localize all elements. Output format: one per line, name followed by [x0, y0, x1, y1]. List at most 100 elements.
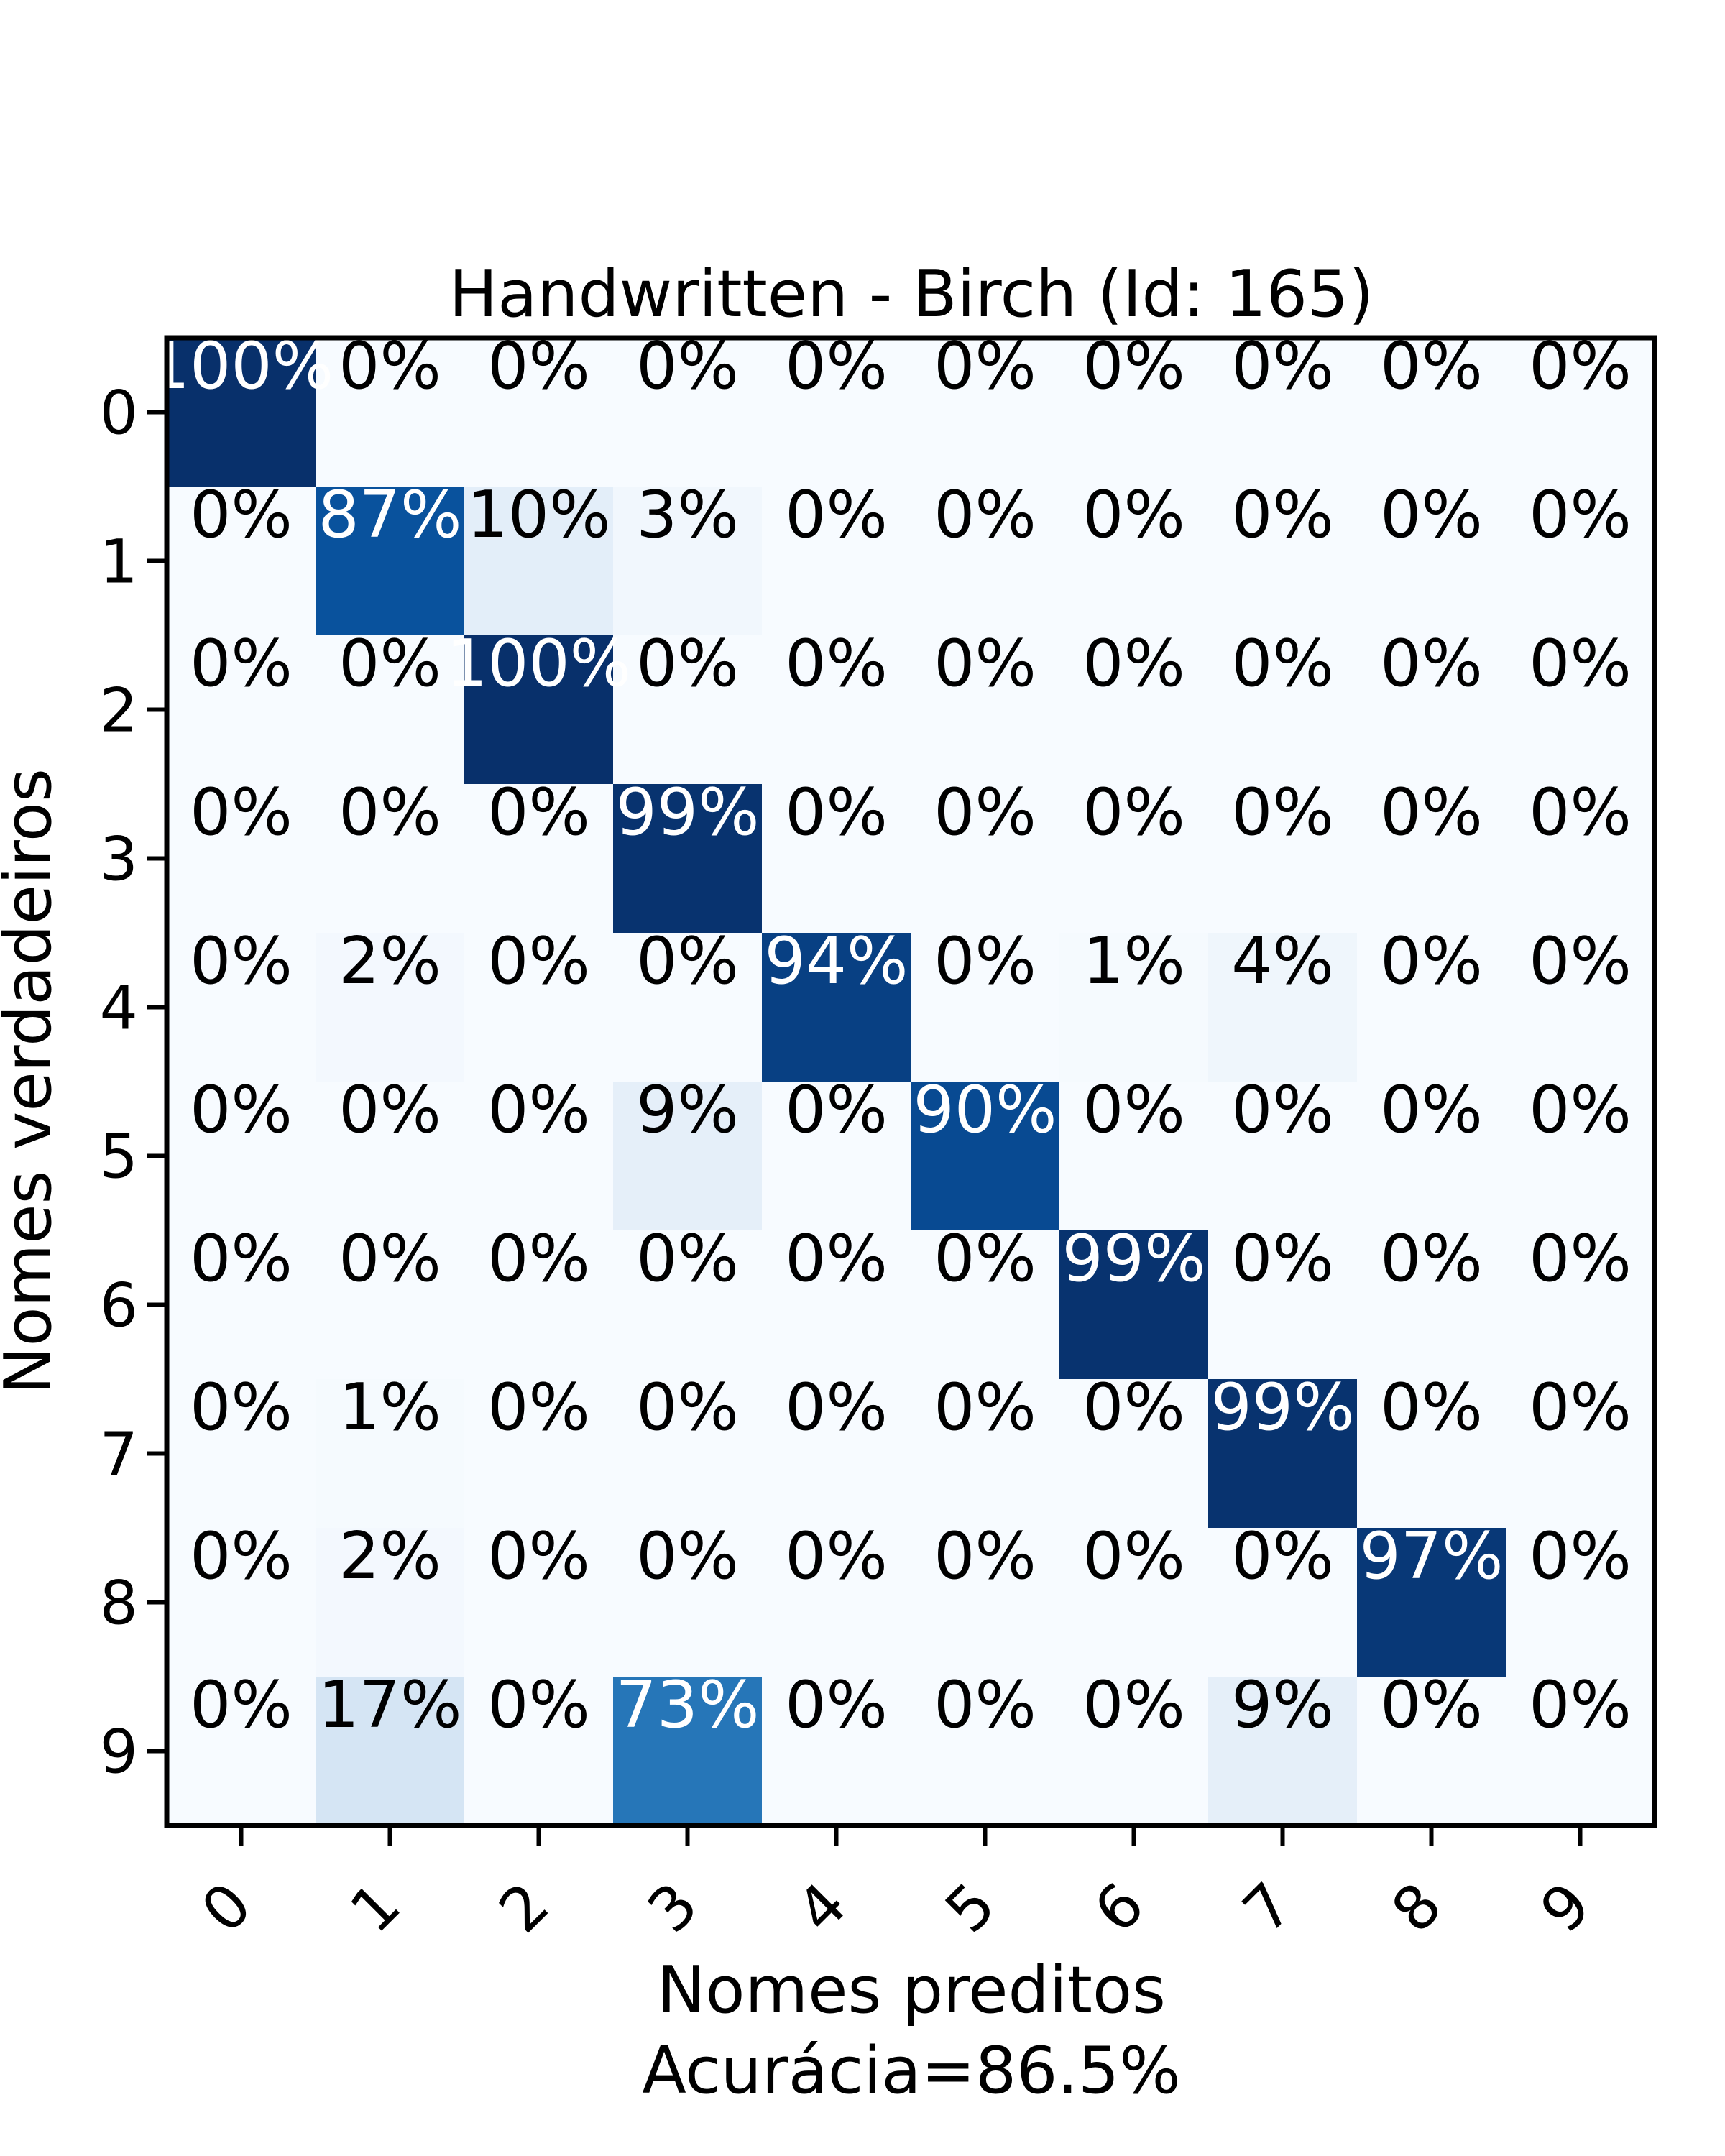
heatmap-cell: [464, 784, 614, 934]
heatmap-cell: [316, 933, 465, 1082]
cell-value-label: 0%: [1380, 1072, 1483, 1148]
y-tick-label: 8: [100, 1568, 138, 1639]
heatmap-cell: [464, 933, 614, 1082]
heatmap-cell: [167, 1082, 316, 1231]
heatmap-cell: [316, 1528, 465, 1677]
heatmap-cell: [316, 487, 465, 636]
heatmap-cell: [911, 635, 1060, 785]
y-axis: 0 1 2 3 4 5 6 7 8 9: [100, 378, 167, 1787]
cell-value-label: 0%: [1529, 1370, 1632, 1445]
cell-value-label: 0%: [1231, 1072, 1334, 1148]
heatmap-cell: [613, 635, 763, 785]
heatmap-cell: [911, 1230, 1060, 1380]
heatmap-cell: [911, 933, 1060, 1082]
heatmap-cell: [762, 1677, 911, 1826]
cell-value-label: 0%: [785, 1072, 888, 1148]
heatmap-cell: [1506, 338, 1655, 487]
heatmap-cell: [1357, 1082, 1506, 1231]
heatmap-cell: [167, 635, 316, 785]
cell-value-label: 0%: [636, 626, 739, 701]
cell-value-label: 0%: [1082, 1519, 1185, 1594]
cell-value-label: 0%: [785, 626, 888, 701]
heatmap-cell: [1059, 635, 1209, 785]
cell-value-label: 0%: [934, 923, 1036, 999]
cell-value-label: 0%: [190, 1370, 293, 1445]
cell-value-label: 0%: [785, 1519, 888, 1594]
y-tick-label: 9: [100, 1717, 138, 1787]
y-axis-label: Nomes verdadeiros: [0, 768, 66, 1395]
heatmap-cell: [316, 1379, 465, 1529]
cell-value-label: 2%: [339, 1519, 441, 1594]
heatmap-cell: [911, 1528, 1060, 1677]
heatmap-cell: [613, 933, 763, 1082]
cell-value-label: 0%: [1231, 626, 1334, 701]
heatmap-cell: [1208, 784, 1358, 934]
cell-value-label: 0%: [487, 1370, 590, 1445]
cell-value-label: 0%: [785, 328, 888, 404]
cell-value-label: 0%: [785, 477, 888, 553]
cell-value-label: 0%: [487, 923, 590, 999]
cell-value-label: 0%: [934, 775, 1036, 850]
cell-value-label: 0%: [1529, 775, 1632, 850]
y-tick-label: 2: [100, 676, 138, 746]
cell-value-label: 0%: [190, 1667, 293, 1743]
heatmap-cells: [167, 338, 1655, 1826]
cell-value-label: 10%: [466, 477, 610, 553]
cell-value-label: 0%: [636, 1221, 739, 1296]
heatmap-cell: [1059, 1230, 1209, 1380]
cell-value-label: 99%: [615, 775, 759, 850]
heatmap-cell: [1208, 1677, 1358, 1826]
heatmap-cell: [911, 1082, 1060, 1231]
heatmap-cell: [1208, 635, 1358, 785]
cell-value-label: 100%: [149, 328, 334, 404]
heatmap-cell: [762, 1082, 911, 1231]
cell-value-label: 0%: [636, 923, 739, 999]
heatmap-cell: [464, 1379, 614, 1529]
cell-value-label: 0%: [785, 1221, 888, 1296]
heatmap-cell: [613, 1677, 763, 1826]
heatmap-cell: [167, 933, 316, 1082]
heatmap-cell: [167, 1528, 316, 1677]
heatmap-cell: [613, 338, 763, 487]
heatmap-cell: [167, 784, 316, 934]
cell-value-label: 0%: [190, 477, 293, 553]
y-tick-label: 7: [100, 1419, 138, 1490]
cell-value-label: 0%: [190, 1519, 293, 1594]
chart-title: Handwritten - Birch (Id: 165): [449, 257, 1374, 332]
cell-value-label: 1%: [1082, 923, 1185, 999]
cell-value-label: 0%: [1529, 1667, 1632, 1743]
heatmap-cell: [1208, 487, 1358, 636]
heatmap-cell: [1506, 784, 1655, 934]
heatmap-cell: [911, 1379, 1060, 1529]
cell-value-label: 0%: [1529, 923, 1632, 999]
heatmap-cell: [1059, 1082, 1209, 1231]
cell-value-label: 0%: [190, 923, 293, 999]
cell-value-label: 0%: [1082, 626, 1185, 701]
heatmap-cell: [1357, 635, 1506, 785]
cell-value-label: 0%: [934, 1221, 1036, 1296]
cell-value-label: 0%: [1082, 328, 1185, 404]
y-tick-label: 5: [100, 1122, 138, 1192]
cell-value-label: 0%: [487, 1221, 590, 1296]
heatmap-cell: [167, 1677, 316, 1826]
cell-value-label: 90%: [913, 1072, 1057, 1148]
cell-value-label: 0%: [636, 1370, 739, 1445]
heatmap-cell: [613, 784, 763, 934]
cell-value-label: 0%: [1529, 626, 1632, 701]
heatmap-cell: [1506, 1230, 1655, 1380]
cell-value-label: 0%: [190, 626, 293, 701]
heatmap-cell: [762, 1528, 911, 1677]
cell-value-label: 97%: [1359, 1519, 1503, 1594]
cell-value-label: 94%: [764, 923, 908, 999]
cell-value-label: 0%: [487, 1072, 590, 1148]
cell-value-label: 1%: [339, 1370, 441, 1445]
y-tick-label: 3: [100, 824, 138, 895]
heatmap-cell: [1208, 1379, 1358, 1529]
heatmap-cell: [316, 1677, 465, 1826]
cell-value-label: 0%: [190, 1072, 293, 1148]
y-tick-label: 0: [100, 378, 138, 448]
cell-value-label: 0%: [487, 328, 590, 404]
heatmap-cell: [316, 784, 465, 934]
accuracy-label: Acurácia=86.5%: [642, 2033, 1181, 2109]
cell-value-label: 0%: [785, 1667, 888, 1743]
